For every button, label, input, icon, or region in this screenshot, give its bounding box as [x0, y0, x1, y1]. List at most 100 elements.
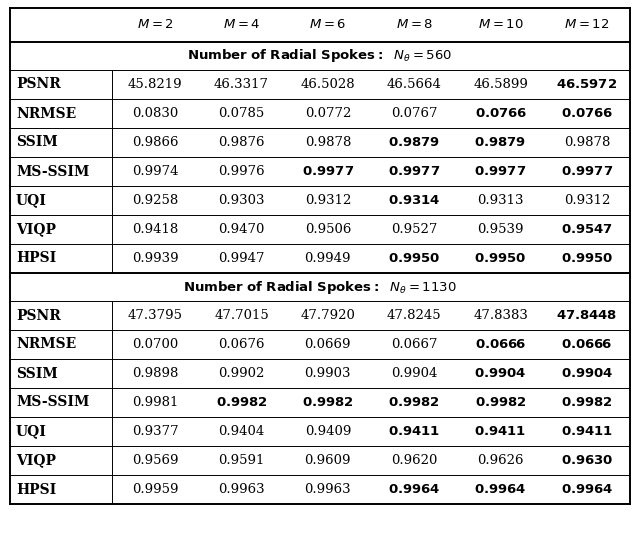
Text: 0.9312: 0.9312: [564, 194, 610, 207]
Text: $\mathbf{0.9977}$: $\mathbf{0.9977}$: [561, 165, 613, 178]
Text: 0.9312: 0.9312: [305, 194, 351, 207]
Text: $\mathbf{0.0766}$: $\mathbf{0.0766}$: [561, 107, 612, 120]
Text: 0.9974: 0.9974: [132, 165, 179, 178]
Text: $M = 12$: $M = 12$: [564, 19, 609, 32]
Text: 0.9876: 0.9876: [218, 136, 265, 149]
Text: 0.0669: 0.0669: [305, 338, 351, 351]
Text: SSIM: SSIM: [16, 136, 58, 149]
Text: $\mathbf{0.9982}$: $\mathbf{0.9982}$: [302, 396, 354, 409]
Text: 0.9866: 0.9866: [132, 136, 179, 149]
Text: HPSI: HPSI: [16, 482, 56, 496]
Text: 0.9404: 0.9404: [218, 425, 264, 438]
Text: 0.9620: 0.9620: [391, 454, 437, 467]
Text: NRMSE: NRMSE: [16, 337, 76, 352]
Text: 0.9506: 0.9506: [305, 223, 351, 236]
Text: 45.8219: 45.8219: [128, 78, 182, 91]
Text: 0.0772: 0.0772: [305, 107, 351, 120]
Text: 0.9313: 0.9313: [477, 194, 524, 207]
Text: PSNR: PSNR: [16, 308, 61, 323]
Text: 0.9947: 0.9947: [218, 252, 265, 265]
Text: 0.9981: 0.9981: [132, 396, 179, 409]
Text: 0.9959: 0.9959: [132, 483, 179, 496]
Text: $\mathbf{0.9982}$: $\mathbf{0.9982}$: [474, 396, 527, 409]
Text: 0.9903: 0.9903: [305, 367, 351, 380]
Text: $M = 8$: $M = 8$: [396, 19, 433, 32]
Text: $\mathbf{0.9982}$: $\mathbf{0.9982}$: [561, 396, 612, 409]
Text: 47.7015: 47.7015: [214, 309, 269, 322]
Text: NRMSE: NRMSE: [16, 106, 76, 120]
Text: 0.9470: 0.9470: [218, 223, 265, 236]
Text: $\mathbf{0.9904}$: $\mathbf{0.9904}$: [474, 367, 527, 380]
Text: 0.9878: 0.9878: [305, 136, 351, 149]
Text: $\mathbf{0.0666}$: $\mathbf{0.0666}$: [475, 338, 526, 351]
Text: PSNR: PSNR: [16, 77, 61, 92]
Text: 46.5899: 46.5899: [473, 78, 528, 91]
Text: 0.9539: 0.9539: [477, 223, 524, 236]
Text: 0.9418: 0.9418: [132, 223, 179, 236]
Text: $\mathbf{0.9630}$: $\mathbf{0.9630}$: [561, 454, 613, 467]
Text: $\mathbf{0.9314}$: $\mathbf{0.9314}$: [388, 194, 440, 207]
Text: 47.7920: 47.7920: [300, 309, 355, 322]
Text: $\mathbf{0.9950}$: $\mathbf{0.9950}$: [474, 252, 527, 265]
Text: $\mathbf{0.9879}$: $\mathbf{0.9879}$: [388, 136, 440, 149]
Text: $\mathbf{0.9411}$: $\mathbf{0.9411}$: [388, 425, 440, 438]
Text: 0.0676: 0.0676: [218, 338, 265, 351]
Text: 0.0700: 0.0700: [132, 338, 179, 351]
Text: $M = 2$: $M = 2$: [137, 19, 173, 32]
Text: $\mathbf{0.9411}$: $\mathbf{0.9411}$: [474, 425, 527, 438]
Text: 0.9976: 0.9976: [218, 165, 265, 178]
Text: 47.8245: 47.8245: [387, 309, 442, 322]
Text: 0.9878: 0.9878: [564, 136, 610, 149]
Text: 0.9527: 0.9527: [391, 223, 437, 236]
Text: 0.9303: 0.9303: [218, 194, 265, 207]
Text: VIQP: VIQP: [16, 453, 56, 468]
Text: $M = 6$: $M = 6$: [309, 19, 346, 32]
Text: $\mathbf{0.9950}$: $\mathbf{0.9950}$: [388, 252, 440, 265]
Text: 0.9569: 0.9569: [132, 454, 179, 467]
Text: $M = 4$: $M = 4$: [223, 19, 260, 32]
Text: $\mathbf{0.0766}$: $\mathbf{0.0766}$: [475, 107, 527, 120]
Text: SSIM: SSIM: [16, 366, 58, 380]
Text: $\mathbf{0.0666}$: $\mathbf{0.0666}$: [561, 338, 612, 351]
Text: 0.9939: 0.9939: [132, 252, 179, 265]
Text: $\mathbf{0.9879}$: $\mathbf{0.9879}$: [474, 136, 527, 149]
Text: MS-SSIM: MS-SSIM: [16, 165, 90, 179]
Text: 0.0667: 0.0667: [391, 338, 437, 351]
Text: 0.9258: 0.9258: [132, 194, 179, 207]
Text: HPSI: HPSI: [16, 251, 56, 265]
Text: 0.9902: 0.9902: [218, 367, 265, 380]
Text: 0.9409: 0.9409: [305, 425, 351, 438]
Text: $\mathbf{0.9411}$: $\mathbf{0.9411}$: [561, 425, 613, 438]
Text: $\mathbf{0.9982}$: $\mathbf{0.9982}$: [216, 396, 268, 409]
Text: $\mathbf{0.9977}$: $\mathbf{0.9977}$: [388, 165, 440, 178]
Text: $\mathbf{0.9977}$: $\mathbf{0.9977}$: [474, 165, 527, 178]
Text: VIQP: VIQP: [16, 222, 56, 237]
Text: $\mathbf{46.5972}$: $\mathbf{46.5972}$: [556, 78, 618, 91]
Text: UQI: UQI: [16, 193, 47, 208]
Text: 46.3317: 46.3317: [214, 78, 269, 91]
Text: 0.9963: 0.9963: [218, 483, 265, 496]
Text: $\mathbf{Number\ of\ Radial\ Spokes:}\ \ N_{\theta} = 560$: $\mathbf{Number\ of\ Radial\ Spokes:}\ \…: [188, 47, 452, 64]
Text: $\mathbf{0.9982}$: $\mathbf{0.9982}$: [388, 396, 440, 409]
Text: 0.9898: 0.9898: [132, 367, 179, 380]
Text: MS-SSIM: MS-SSIM: [16, 396, 90, 409]
Text: 0.9591: 0.9591: [218, 454, 265, 467]
Text: $\mathbf{0.9547}$: $\mathbf{0.9547}$: [561, 223, 613, 236]
Text: 0.9377: 0.9377: [132, 425, 179, 438]
Text: 0.0767: 0.0767: [391, 107, 437, 120]
Text: 47.8383: 47.8383: [473, 309, 528, 322]
Text: $M = 10$: $M = 10$: [477, 19, 524, 32]
Text: 0.9626: 0.9626: [477, 454, 524, 467]
Text: 47.3795: 47.3795: [127, 309, 182, 322]
Text: 0.0830: 0.0830: [132, 107, 179, 120]
Text: 46.5664: 46.5664: [387, 78, 442, 91]
Text: 0.0785: 0.0785: [218, 107, 264, 120]
Text: 0.9963: 0.9963: [305, 483, 351, 496]
Text: $\mathbf{0.9964}$: $\mathbf{0.9964}$: [561, 483, 613, 496]
Text: $\mathbf{0.9950}$: $\mathbf{0.9950}$: [561, 252, 613, 265]
Text: $\mathbf{0.9964}$: $\mathbf{0.9964}$: [388, 483, 440, 496]
Text: 0.9949: 0.9949: [305, 252, 351, 265]
Text: 0.9904: 0.9904: [391, 367, 437, 380]
Text: 0.9609: 0.9609: [305, 454, 351, 467]
Text: $\mathbf{47.8448}$: $\mathbf{47.8448}$: [556, 309, 618, 322]
